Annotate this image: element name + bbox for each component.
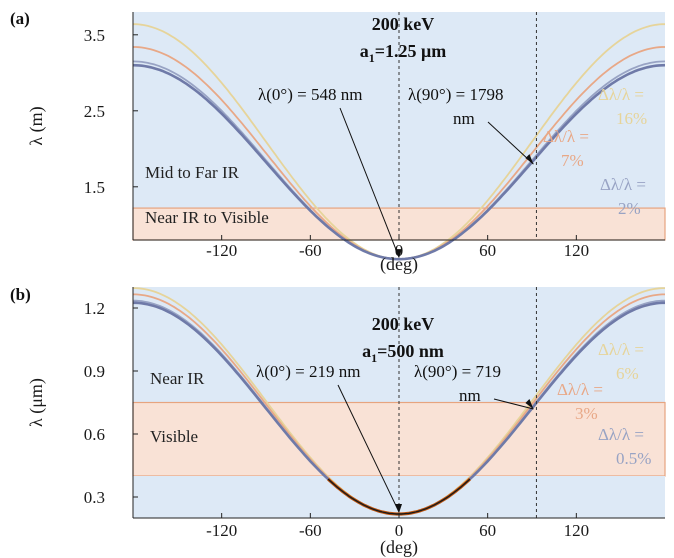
annotation-arrow bbox=[493, 398, 534, 410]
y-tick-label: 3.5 bbox=[84, 26, 105, 45]
region-label: Near IR bbox=[150, 369, 205, 388]
panel-title: 200 keV bbox=[372, 14, 435, 34]
panel-label: (a) bbox=[10, 9, 30, 28]
y-tick-label: 0.3 bbox=[84, 488, 105, 507]
x-tick-label: -120 bbox=[206, 521, 237, 540]
region-label: Visible bbox=[150, 427, 198, 446]
annotation-arrow bbox=[337, 384, 400, 513]
series-label-value: 7% bbox=[561, 151, 584, 170]
x-tick-label: 0 bbox=[395, 521, 404, 540]
annotation-90: λ(90°) = 1798 bbox=[408, 85, 503, 104]
y-axis-label: λ (μm) bbox=[26, 378, 47, 427]
x-tick-label: 60 bbox=[479, 521, 496, 540]
y-tick-label: 0.9 bbox=[84, 362, 105, 381]
panel-a: Mid to Far IR Near IR to Visible 1.5 2.5 3.5… bbox=[10, 9, 666, 275]
x-tick-label: 60 bbox=[479, 241, 496, 260]
annotation-arrow bbox=[339, 107, 400, 258]
series-label: Δλ/λ = bbox=[543, 127, 589, 146]
annotation-arrowhead bbox=[525, 399, 534, 410]
y-tick-label: 1.2 bbox=[84, 299, 105, 318]
y-tick-label: 2.5 bbox=[84, 102, 105, 121]
panel-b: Near IR Visible 0.3 0.6 0.9 1.2 -120 -60 0 60 120 (… bbox=[10, 285, 666, 558]
annotation-arrowhead bbox=[395, 504, 402, 514]
x-tick-label: -60 bbox=[299, 241, 322, 260]
series-label-value: 6% bbox=[616, 364, 639, 383]
x-tick-label: -60 bbox=[299, 521, 322, 540]
panel-subtitle: a1=1.25 μm bbox=[360, 41, 446, 65]
region-label: Near IR to Visible bbox=[145, 208, 269, 227]
series-label: Δλ/λ = bbox=[557, 380, 603, 399]
annotation-arrow bbox=[487, 121, 534, 165]
region-label: Mid to Far IR bbox=[145, 163, 240, 182]
y-tick-label: 1.5 bbox=[84, 178, 105, 197]
annotation-arrowhead bbox=[395, 249, 402, 259]
y-axis-label: λ (m) bbox=[26, 106, 47, 145]
y-tick-label: 0.6 bbox=[84, 425, 105, 444]
series-label: Δλ/λ = bbox=[598, 85, 644, 104]
annotation-90-unit: nm bbox=[453, 109, 475, 128]
x-tick-label: -120 bbox=[206, 241, 237, 260]
series-label: Δλ/λ = bbox=[600, 175, 646, 194]
series-label: Δλ/λ = bbox=[598, 340, 644, 359]
series-line bbox=[132, 63, 666, 261]
annotation-min: λ(0°) = 219 nm bbox=[256, 362, 360, 381]
x-tick-label: 120 bbox=[564, 521, 590, 540]
annotation-90: λ(90°) = 719 bbox=[414, 362, 501, 381]
series-label-value: 0.5% bbox=[616, 449, 651, 468]
x-tick-label: 120 bbox=[564, 241, 590, 260]
panel-label: (b) bbox=[10, 285, 31, 304]
x-axis-label: (deg) bbox=[380, 537, 418, 558]
panel-title: 200 keV bbox=[372, 314, 435, 334]
series-label-value: 3% bbox=[575, 404, 598, 423]
annotation-90-unit: nm bbox=[459, 386, 481, 405]
annotation-arrowhead bbox=[525, 154, 534, 165]
series-label-value: 16% bbox=[616, 109, 647, 128]
annotation-min: λ(0°) = 548 nm bbox=[258, 85, 362, 104]
panel-subtitle: a1=500 nm bbox=[362, 341, 444, 365]
series-label-value: 2% bbox=[618, 199, 641, 218]
series-label: Δλ/λ = bbox=[598, 425, 644, 444]
x-axis-label: (deg) bbox=[380, 254, 418, 275]
